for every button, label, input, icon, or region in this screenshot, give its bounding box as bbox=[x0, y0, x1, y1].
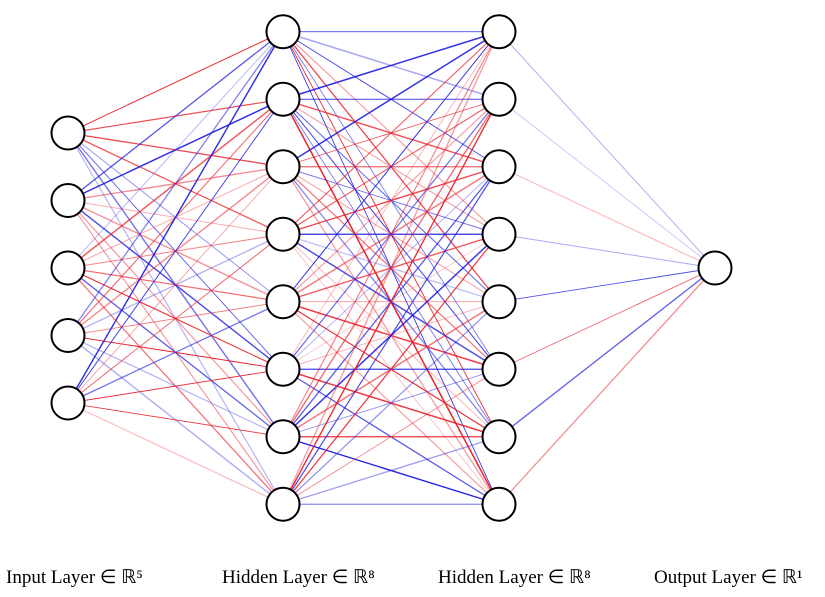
connection-l1-6-5 bbox=[282, 368, 500, 438]
neuron-layer1-4 bbox=[265, 284, 301, 320]
connection-l0-3-3 bbox=[67, 233, 284, 337]
connection-l0-0-0 bbox=[67, 31, 284, 134]
connection-l1-7-1 bbox=[282, 98, 500, 505]
neuron-layer2-3 bbox=[481, 216, 517, 252]
connection-l1-3-0 bbox=[282, 31, 500, 235]
connection-l1-7-6 bbox=[282, 436, 500, 505]
neuron-layer2-7 bbox=[481, 486, 517, 522]
connection-l2-1-0 bbox=[498, 98, 716, 269]
neuron-layer2-1 bbox=[481, 81, 517, 117]
connection-l1-6-0 bbox=[282, 31, 500, 438]
neuron-layer0-4 bbox=[50, 385, 86, 421]
connection-l1-1-0 bbox=[282, 31, 500, 100]
connection-l2-0-0 bbox=[498, 31, 716, 269]
connection-l0-4-3 bbox=[67, 233, 284, 404]
connection-l0-1-0 bbox=[67, 31, 284, 201]
neuron-layer2-4 bbox=[481, 284, 517, 320]
connection-l2-7-0 bbox=[498, 267, 716, 505]
connection-l0-1-1 bbox=[67, 98, 284, 202]
connection-l2-6-0 bbox=[498, 267, 716, 438]
connection-l1-7-5 bbox=[282, 368, 500, 505]
connection-l2-5-0 bbox=[498, 267, 716, 370]
connection-l0-3-0 bbox=[67, 31, 284, 336]
connection-l0-4-7 bbox=[67, 402, 284, 505]
connection-l1-5-0 bbox=[282, 31, 500, 370]
output-layer-label: Output Layer ∈ ℝ¹ bbox=[654, 567, 803, 588]
connection-l2-4-0 bbox=[498, 267, 716, 303]
connection-l1-2-0 bbox=[282, 31, 500, 168]
neuron-layer0-1 bbox=[50, 183, 86, 218]
neuron-layer2-5 bbox=[481, 351, 517, 387]
neuron-layer1-2 bbox=[265, 149, 301, 185]
neuron-layer1-6 bbox=[265, 419, 301, 455]
neuron-layer1-5 bbox=[265, 351, 301, 387]
connection-l0-4-0 bbox=[67, 31, 284, 404]
neurons bbox=[50, 14, 733, 522]
connection-l0-4-2 bbox=[67, 166, 284, 404]
neuron-layer3-0 bbox=[697, 250, 733, 286]
connection-l1-7-4 bbox=[282, 301, 500, 505]
connection-l2-2-0 bbox=[498, 166, 716, 269]
neuron-layer2-0 bbox=[481, 14, 517, 50]
connection-l2-3-0 bbox=[498, 233, 716, 269]
connection-l1-7-2 bbox=[282, 166, 500, 505]
connection-l0-4-6 bbox=[67, 402, 284, 438]
connection-l1-6-1 bbox=[282, 98, 500, 438]
neuron-layer2-6 bbox=[481, 419, 517, 455]
input-layer-label: Input Layer ∈ ℝ⁵ bbox=[6, 567, 143, 588]
neuron-layer0-3 bbox=[50, 318, 86, 353]
neuron-layer2-2 bbox=[481, 149, 517, 185]
neuron-layer1-0 bbox=[265, 14, 301, 50]
hidden-layer-2-label: Hidden Layer ∈ ℝ⁸ bbox=[438, 567, 591, 588]
neuron-layer1-7 bbox=[265, 486, 301, 522]
neuron-layer1-3 bbox=[265, 216, 301, 252]
neuron-layer0-2 bbox=[50, 250, 86, 286]
connection-l0-2-0 bbox=[67, 31, 284, 269]
hidden-layer-1-label: Hidden Layer ∈ ℝ⁸ bbox=[222, 567, 375, 588]
connection-l1-7-0 bbox=[282, 31, 500, 505]
connection-l1-4-0 bbox=[282, 31, 500, 303]
connection-l0-4-1 bbox=[67, 98, 284, 404]
neuron-layer1-1 bbox=[265, 81, 301, 117]
connection-l1-3-2 bbox=[282, 166, 500, 235]
connections bbox=[67, 31, 716, 505]
connection-l0-2-4 bbox=[67, 267, 284, 303]
connection-l0-4-4 bbox=[67, 301, 284, 404]
connection-l1-7-3 bbox=[282, 233, 500, 505]
connection-l1-4-1 bbox=[282, 98, 500, 303]
neuron-layer0-0 bbox=[50, 115, 86, 151]
connection-l0-4-5 bbox=[67, 368, 284, 404]
